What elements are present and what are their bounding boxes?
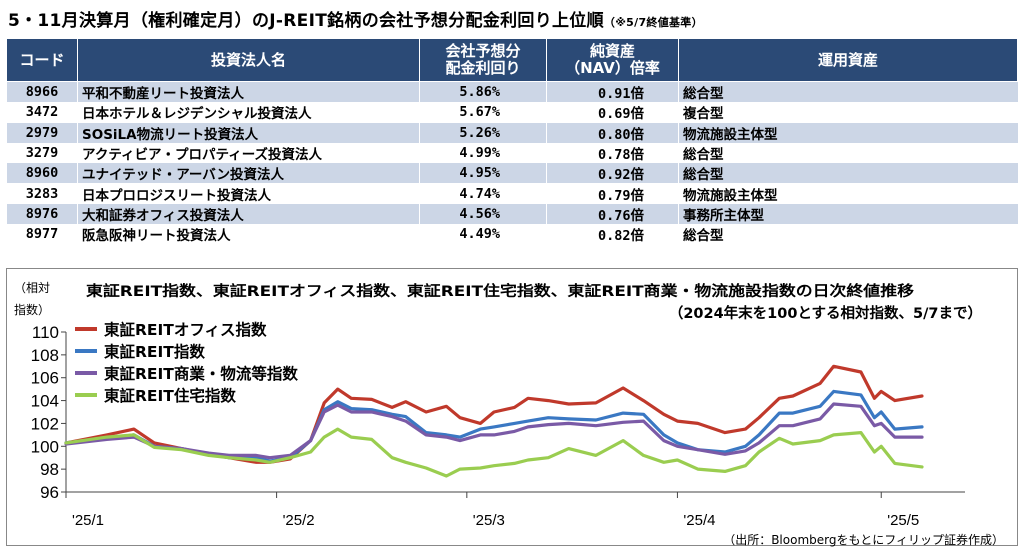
chart-subtitle: （2024年末を100とする相対指数、5/7まで）	[669, 304, 982, 322]
table-row: 3472 日本ホテル＆レジデンシャル投資法人 5.67% 0.69倍 複合型	[6, 102, 1018, 123]
series-line	[64, 427, 924, 478]
table-header-row: コード 投資法人名 会社予想分 配金利回り 純資産 （NAV）倍率 運用資産	[6, 38, 1018, 82]
table-row: 8966 平和不動産リート投資法人 5.86% 0.91倍 総合型	[6, 81, 1018, 103]
column-header-text: 配金利回り	[445, 59, 521, 77]
nav-cell: 0.82倍	[546, 224, 679, 245]
asset-cell: 物流施設主体型	[678, 183, 1018, 204]
y-tick-label: 104	[31, 392, 59, 411]
name-cell: 大和証券オフィス投資法人	[77, 203, 420, 225]
name-cell: 日本ホテル＆レジデンシャル投資法人	[77, 102, 420, 123]
name-cell: SOSiLA物流リート投資法人	[77, 122, 420, 143]
table-row: 2979 SOSiLA物流リート投資法人 5.26% 0.80倍 物流施設主体型	[6, 122, 1018, 143]
asset-cell: 事務所主体型	[678, 203, 1018, 225]
column-header-text: 運用資産	[817, 50, 878, 69]
y-axis-label: 指数）	[14, 302, 50, 317]
asset-cell: 総合型	[678, 81, 1018, 103]
legend-label: 東証REIT商業・物流等指数	[104, 364, 298, 383]
page-title: 5・11月決算月（権利確定月）のJ-REIT銘柄の会社予想分配金利回り上位順（※…	[8, 11, 703, 31]
x-tick-label: '25/5	[887, 512, 919, 529]
legend-label: 東証REIT指数	[104, 342, 205, 361]
asset-cell: 総合型	[678, 224, 1018, 245]
y-tick-label: 100	[31, 437, 59, 456]
chart-title: 東証REIT指数、東証REITオフィス指数、東証REIT住宅指数、東証REIT商…	[86, 282, 915, 300]
column-header-text: 会社予想分	[445, 42, 521, 60]
y-tick-label: 110	[32, 323, 59, 342]
code-cell: 8960	[6, 163, 78, 184]
name-cell: ユナイテッド・アーバン投資法人	[77, 163, 420, 184]
y-tick-label: 96	[40, 483, 59, 502]
table-row: 8976 大和証券オフィス投資法人 4.56% 0.76倍 事務所主体型	[6, 203, 1018, 225]
yield-cell: 4.49%	[419, 224, 547, 245]
nav-cell: 0.79倍	[546, 183, 679, 204]
column-header: 純資産 （NAV）倍率	[546, 38, 679, 82]
nav-cell: 0.69倍	[546, 102, 679, 123]
asset-cell: 総合型	[678, 163, 1018, 184]
table-row: 8977 阪急阪神リート投資法人 4.49% 0.82倍 総合型	[6, 224, 1018, 245]
yield-cell: 4.99%	[419, 142, 547, 164]
legend-label: 東証REITオフィス指数	[104, 320, 267, 339]
asset-cell: 物流施設主体型	[678, 122, 1018, 143]
table-row: 8960 ユナイテッド・アーバン投資法人 4.95% 0.92倍 総合型	[6, 163, 1018, 184]
table-row: 3283 日本プロロジスリート投資法人 4.74% 0.79倍 物流施設主体型	[6, 183, 1018, 204]
column-header: コード	[6, 38, 78, 82]
table-body: 8966 平和不動産リート投資法人 5.86% 0.91倍 総合型 3472 日本ホテル＆レ…	[6, 81, 1018, 245]
reit-ranking-table: コード 投資法人名 会社予想分 配金利回り 純資産 （NAV）倍率 運用資産 8966 平和不…	[6, 38, 1018, 245]
x-tick-label: '25/3	[473, 512, 505, 529]
yield-cell: 4.56%	[419, 203, 547, 225]
nav-cell: 0.76倍	[546, 203, 679, 225]
name-cell: 阪急阪神リート投資法人	[77, 224, 420, 245]
name-cell: 日本プロロジスリート投資法人	[77, 183, 420, 204]
y-tick-label: 98	[40, 460, 59, 479]
code-cell: 8976	[6, 203, 78, 225]
code-cell: 3279	[6, 142, 78, 164]
code-cell: 8966	[6, 81, 78, 103]
code-cell: 2979	[6, 122, 78, 143]
nav-cell: 0.92倍	[546, 163, 679, 184]
asset-cell: 複合型	[678, 102, 1018, 123]
code-cell: 3472	[6, 102, 78, 123]
legend-label: 東証REIT住宅指数	[104, 386, 236, 405]
column-header-text: （NAV）倍率	[565, 59, 660, 77]
x-tick-label: '25/4	[683, 512, 715, 529]
code-cell: 8977	[6, 224, 78, 245]
title-note: （※5/7終値基準）	[603, 16, 703, 29]
asset-cell: 総合型	[678, 142, 1018, 164]
table-row: 3279 アクティビア・プロパティーズ投資法人 4.99% 0.78倍 総合型	[6, 142, 1018, 164]
x-tick-label: '25/2	[283, 512, 315, 529]
name-cell: アクティビア・プロパティーズ投資法人	[77, 142, 420, 164]
series-line	[64, 402, 924, 460]
column-header: 運用資産	[678, 38, 1018, 82]
y-tick-label: 106	[31, 369, 59, 388]
yield-cell: 5.86%	[419, 81, 547, 103]
name-cell: 平和不動産リート投資法人	[77, 81, 420, 103]
column-header-text: コード	[19, 50, 65, 69]
x-tick-label: '25/1	[72, 512, 104, 529]
column-header-text: 投資法人名	[210, 50, 286, 69]
column-header: 投資法人名	[77, 38, 420, 82]
nav-cell: 0.91倍	[546, 81, 679, 103]
nav-cell: 0.80倍	[546, 122, 679, 143]
column-header: 会社予想分 配金利回り	[419, 38, 547, 82]
y-axis-label: （相対	[14, 281, 50, 295]
y-tick-label: 102	[31, 414, 59, 433]
y-tick-label: 108	[31, 346, 59, 365]
code-cell: 3283	[6, 183, 78, 204]
column-header-text: 純資産	[589, 42, 635, 60]
yield-cell: 4.95%	[419, 163, 547, 184]
series-line	[64, 389, 924, 463]
series-line	[64, 364, 924, 464]
yield-cell: 5.26%	[419, 122, 547, 143]
source-note: （出所：Bloombergをもとにフィリップ証券作成）	[723, 532, 1004, 547]
nav-cell: 0.78倍	[546, 142, 679, 164]
yield-cell: 4.74%	[419, 183, 547, 204]
yield-cell: 5.67%	[419, 102, 547, 123]
